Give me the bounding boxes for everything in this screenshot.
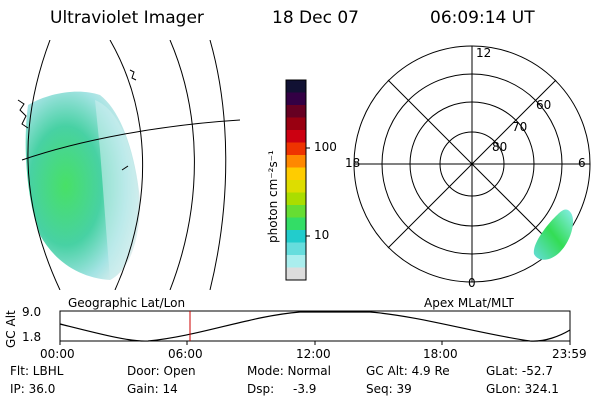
coastline	[129, 69, 137, 81]
colorbar-segment	[286, 155, 306, 168]
aurora-fade-geo	[95, 100, 138, 280]
colorbar-segment	[286, 205, 306, 218]
orbit-xtick-1200: 12:00	[296, 347, 331, 361]
door-info: Door: Open	[127, 364, 196, 378]
mlt-label-0: 0	[468, 276, 476, 290]
colorbar-segment	[286, 92, 306, 106]
coastline	[17, 99, 29, 129]
colorbar-segment	[286, 142, 306, 156]
orbit-xtick-0600: 06:00	[168, 347, 203, 361]
mlt-label-6: 6	[578, 156, 586, 170]
geo-map	[17, 40, 240, 290]
polar-plot	[353, 45, 591, 283]
mode-info: Mode: Normal	[247, 364, 331, 378]
filter-info: Flt: LBHL	[10, 364, 64, 378]
polar-axis-diagonal	[387, 79, 557, 249]
lat-label-80: 80	[492, 140, 508, 154]
colorbar-segment	[286, 217, 306, 231]
meridian-line	[209, 40, 227, 290]
dsp-value: -3.9	[293, 382, 317, 396]
colorbar-segment	[286, 130, 306, 143]
colorbar-segment	[286, 180, 306, 193]
gc-alt-info: GC Alt: 4.9 Re	[366, 364, 450, 378]
colorbar-unit-label: photon cm⁻²s⁻¹	[266, 150, 280, 243]
colorbar-segment	[286, 267, 306, 281]
orbit-ymin: 1.8	[22, 330, 42, 344]
orbit-xtick-0000: 00:00	[40, 347, 75, 361]
earth-limb	[27, 40, 61, 290]
colorbar-segment	[286, 105, 306, 118]
orbit-plot	[59, 310, 571, 345]
meridian-line	[109, 40, 144, 290]
parallel-line	[21, 119, 240, 161]
instrument-title: Ultraviolet Imager	[50, 8, 204, 28]
polar-caption: Apex MLat/MLT	[424, 296, 514, 310]
mlt-label-18: 18	[345, 156, 361, 170]
lat-label-60: 60	[536, 98, 552, 112]
colorbar-segment	[286, 192, 306, 206]
date-label: 18 Dec 07	[272, 8, 359, 28]
colorbar-segment	[286, 242, 306, 256]
colorbar-segment	[286, 255, 306, 268]
orbit-ylabel: GC Alt	[4, 310, 18, 348]
coastline	[121, 165, 129, 171]
seq-info: Seq: 39	[366, 382, 412, 396]
geo-caption: Geographic Lat/Lon	[68, 296, 186, 310]
colorbar-tick-100: 100	[314, 140, 337, 154]
mlt-label-12: 12	[476, 46, 492, 60]
orbit-frame	[59, 310, 571, 342]
meridian-line	[169, 40, 195, 290]
orbit-ymax: 9.0	[22, 305, 42, 319]
colorbar	[286, 80, 306, 281]
lat-label-70: 70	[512, 120, 528, 134]
colorbar-segment	[286, 117, 306, 131]
gain-info: Gain: 14	[127, 382, 178, 396]
colorbar-segment	[286, 80, 306, 93]
colorbar-segment	[286, 167, 306, 181]
orbit-xtick-2359: 23:59	[552, 347, 587, 361]
aurora-emission-polar	[533, 209, 574, 260]
time-label: 06:09:14 UT	[430, 8, 535, 28]
colorbar-frame	[285, 79, 307, 281]
glat-info: GLat: -52.7	[486, 364, 553, 378]
colorbar-segment	[286, 230, 306, 243]
orbit-altitude-curve	[59, 311, 571, 342]
glon-info: GLon: 324.1	[486, 382, 559, 396]
ip-info: IP: 36.0	[10, 382, 56, 396]
colorbar-tick-10: 10	[314, 228, 330, 242]
orbit-xtick-1800: 18:00	[423, 347, 458, 361]
dsp-label: Dsp:	[247, 382, 275, 396]
